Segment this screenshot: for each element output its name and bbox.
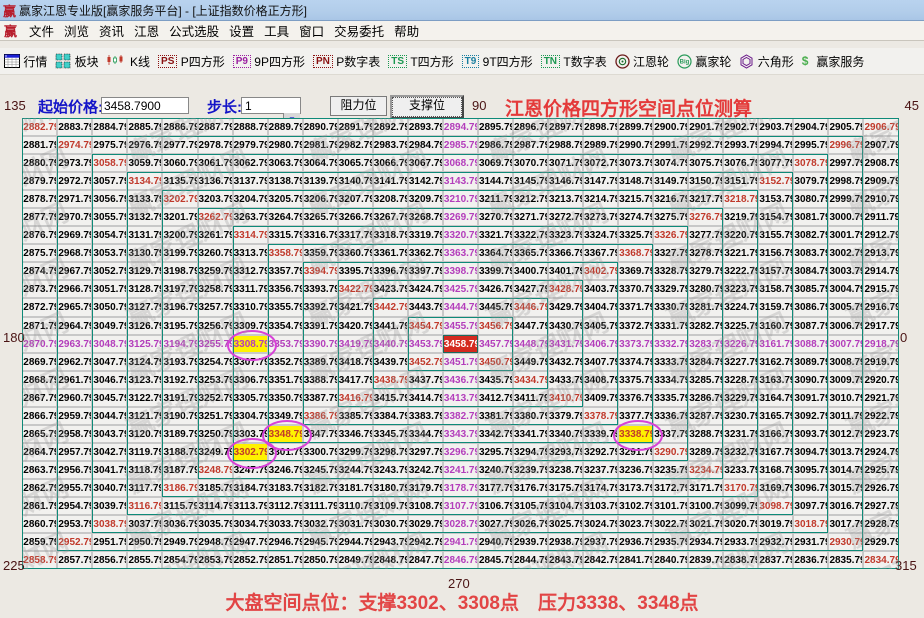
svg-text:Big: Big [680,59,690,65]
